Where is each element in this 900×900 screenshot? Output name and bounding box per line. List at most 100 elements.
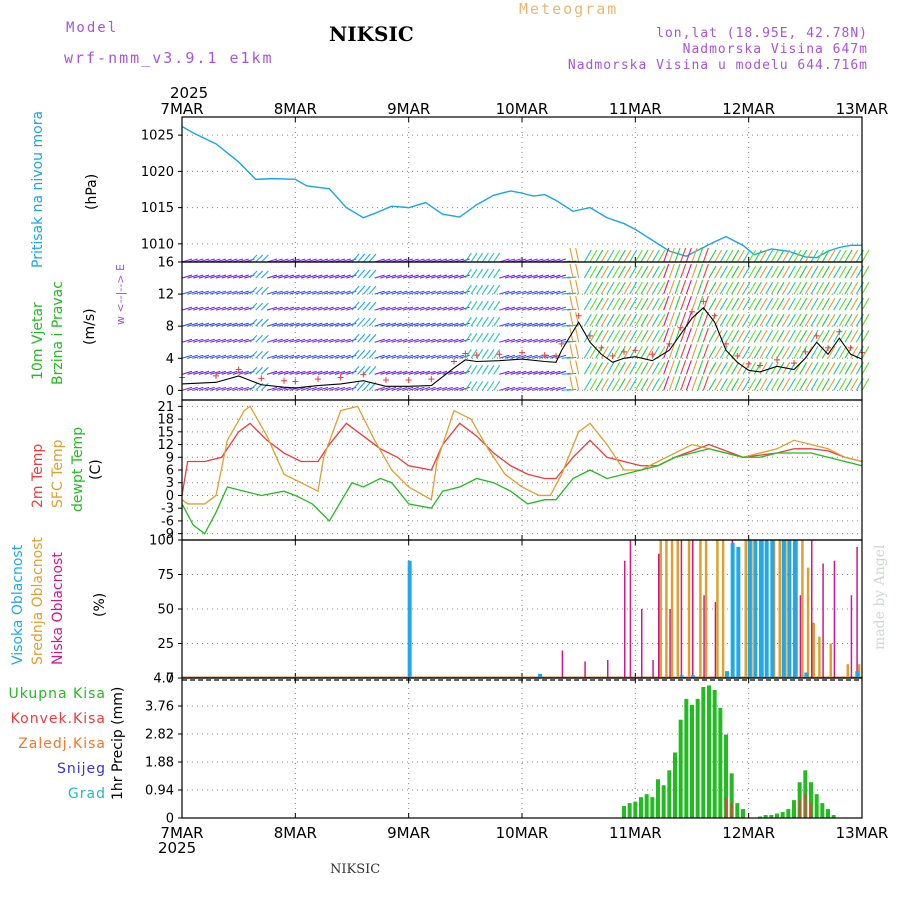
- wind-arrow: [770, 265, 779, 279]
- wind-arrow: [340, 354, 351, 359]
- wind-arrow: [827, 249, 836, 263]
- wind-arrow: [295, 370, 306, 375]
- wind-arrow: [544, 274, 555, 279]
- wind-arrow: [368, 285, 377, 295]
- wind-arrow: [521, 370, 533, 375]
- wind-arrow: [317, 386, 329, 391]
- wind-arrow: [334, 322, 346, 327]
- wind-arrow: [300, 274, 312, 279]
- wind-arrow: [414, 386, 425, 391]
- wind-arrow: [255, 302, 264, 311]
- wind-arrow: [431, 274, 442, 279]
- wind-arrow: [759, 249, 768, 263]
- wind-arrow: [793, 281, 802, 295]
- lonlat: lon,lat (18.95E, 42.78N): [656, 26, 868, 41]
- wind-arrow: [589, 249, 598, 263]
- xtick-label-top: 8MAR: [274, 100, 317, 118]
- wind-arrow: [357, 349, 366, 359]
- wind-arrow: [487, 316, 495, 327]
- wind-arrow: [385, 386, 397, 391]
- wind-arrow: [431, 354, 442, 359]
- wind-arrow: [589, 297, 598, 311]
- wind-arrow: [697, 360, 704, 375]
- wind-arrow: [533, 338, 544, 343]
- cloud-low-bar: [703, 595, 705, 678]
- wind-arrow: [448, 338, 459, 343]
- wind-arrow: [210, 370, 221, 375]
- wind-arrow: [668, 247, 675, 263]
- wind-arrow: [702, 376, 709, 391]
- pressure-label: Pritisak na nivou mora: [30, 110, 46, 268]
- pressure-unit: (hPa): [84, 173, 100, 210]
- wind-arrow: [776, 329, 785, 343]
- wind-arrow: [606, 249, 615, 263]
- wind-arrow: [861, 378, 870, 391]
- wind-arrow: [719, 249, 728, 263]
- wind-arrow: [238, 354, 249, 359]
- wind-arrow: [833, 265, 842, 279]
- wind-arrow: [776, 265, 785, 279]
- wind-arrow: [657, 378, 666, 391]
- wind-arrow: [731, 249, 740, 263]
- wind-arrow: [283, 290, 295, 295]
- wind-arrow: [300, 290, 312, 295]
- wind-gust-marker: [813, 332, 820, 339]
- wind-arrow: [391, 322, 402, 327]
- wind-arrow: [323, 274, 334, 279]
- wind-arrow: [527, 274, 538, 279]
- xtick-label-top: 13MAR: [836, 100, 889, 118]
- cloud-low-bar: [561, 650, 564, 678]
- wind-arrow: [510, 306, 521, 311]
- wind-arrow: [731, 281, 740, 295]
- wind-arrow: [850, 378, 859, 391]
- temp-label-2: SFC Temp: [50, 439, 66, 508]
- wind-arrow: [697, 295, 704, 311]
- ytick-label-wind: 0: [166, 384, 174, 399]
- wind-arrow: [567, 340, 577, 343]
- wind-arrow: [487, 300, 495, 311]
- wind-arrow: [210, 274, 221, 279]
- wind-arrow: [362, 349, 371, 359]
- wind-arrow: [765, 346, 774, 359]
- wind-arrow: [589, 329, 598, 343]
- wind-arrow: [289, 338, 300, 343]
- wind-arrow: [493, 300, 501, 311]
- wind-arrow: [340, 370, 351, 375]
- cloud-low-bar: [799, 595, 802, 678]
- wind-arrow: [249, 270, 258, 279]
- wind-arrow: [204, 306, 215, 311]
- wind-arrow: [380, 386, 391, 391]
- wind-arrow: [510, 274, 521, 279]
- wind-arrow: [770, 313, 779, 327]
- wind-arrow: [702, 344, 709, 359]
- precip-total-bar: [792, 800, 796, 818]
- wind-arrow: [476, 252, 484, 263]
- wind-arrow: [289, 354, 300, 359]
- wind-arrow: [340, 290, 351, 295]
- wind-arrow: [470, 316, 478, 327]
- wind-arrow: [453, 306, 465, 311]
- precip-total-bar: [724, 734, 728, 818]
- wind-arrow: [300, 370, 312, 375]
- wind-arrow: [569, 296, 574, 311]
- wind-arrow: [312, 370, 323, 375]
- wind-arrow: [408, 370, 419, 375]
- wind-arrow: [702, 360, 709, 375]
- wind-arrow: [493, 252, 501, 263]
- wind-arrow: [193, 354, 204, 359]
- wind-arrow: [555, 338, 567, 343]
- wind-arrow: [210, 386, 221, 391]
- wind-arrow: [850, 346, 859, 359]
- wind-arrow: [731, 346, 740, 359]
- wind-arrow: [569, 312, 574, 327]
- wind-arrow: [793, 249, 802, 263]
- wind-arrow: [804, 329, 813, 343]
- wind-arrow: [187, 290, 198, 295]
- wind-arrow: [646, 329, 655, 343]
- wind-arrow: [232, 338, 244, 343]
- wind-arrow: [827, 313, 836, 327]
- credit-label: made by Angel: [872, 544, 888, 651]
- wind-arrow: [821, 265, 830, 279]
- wind-arrow: [782, 378, 791, 391]
- wind-arrow: [187, 386, 198, 391]
